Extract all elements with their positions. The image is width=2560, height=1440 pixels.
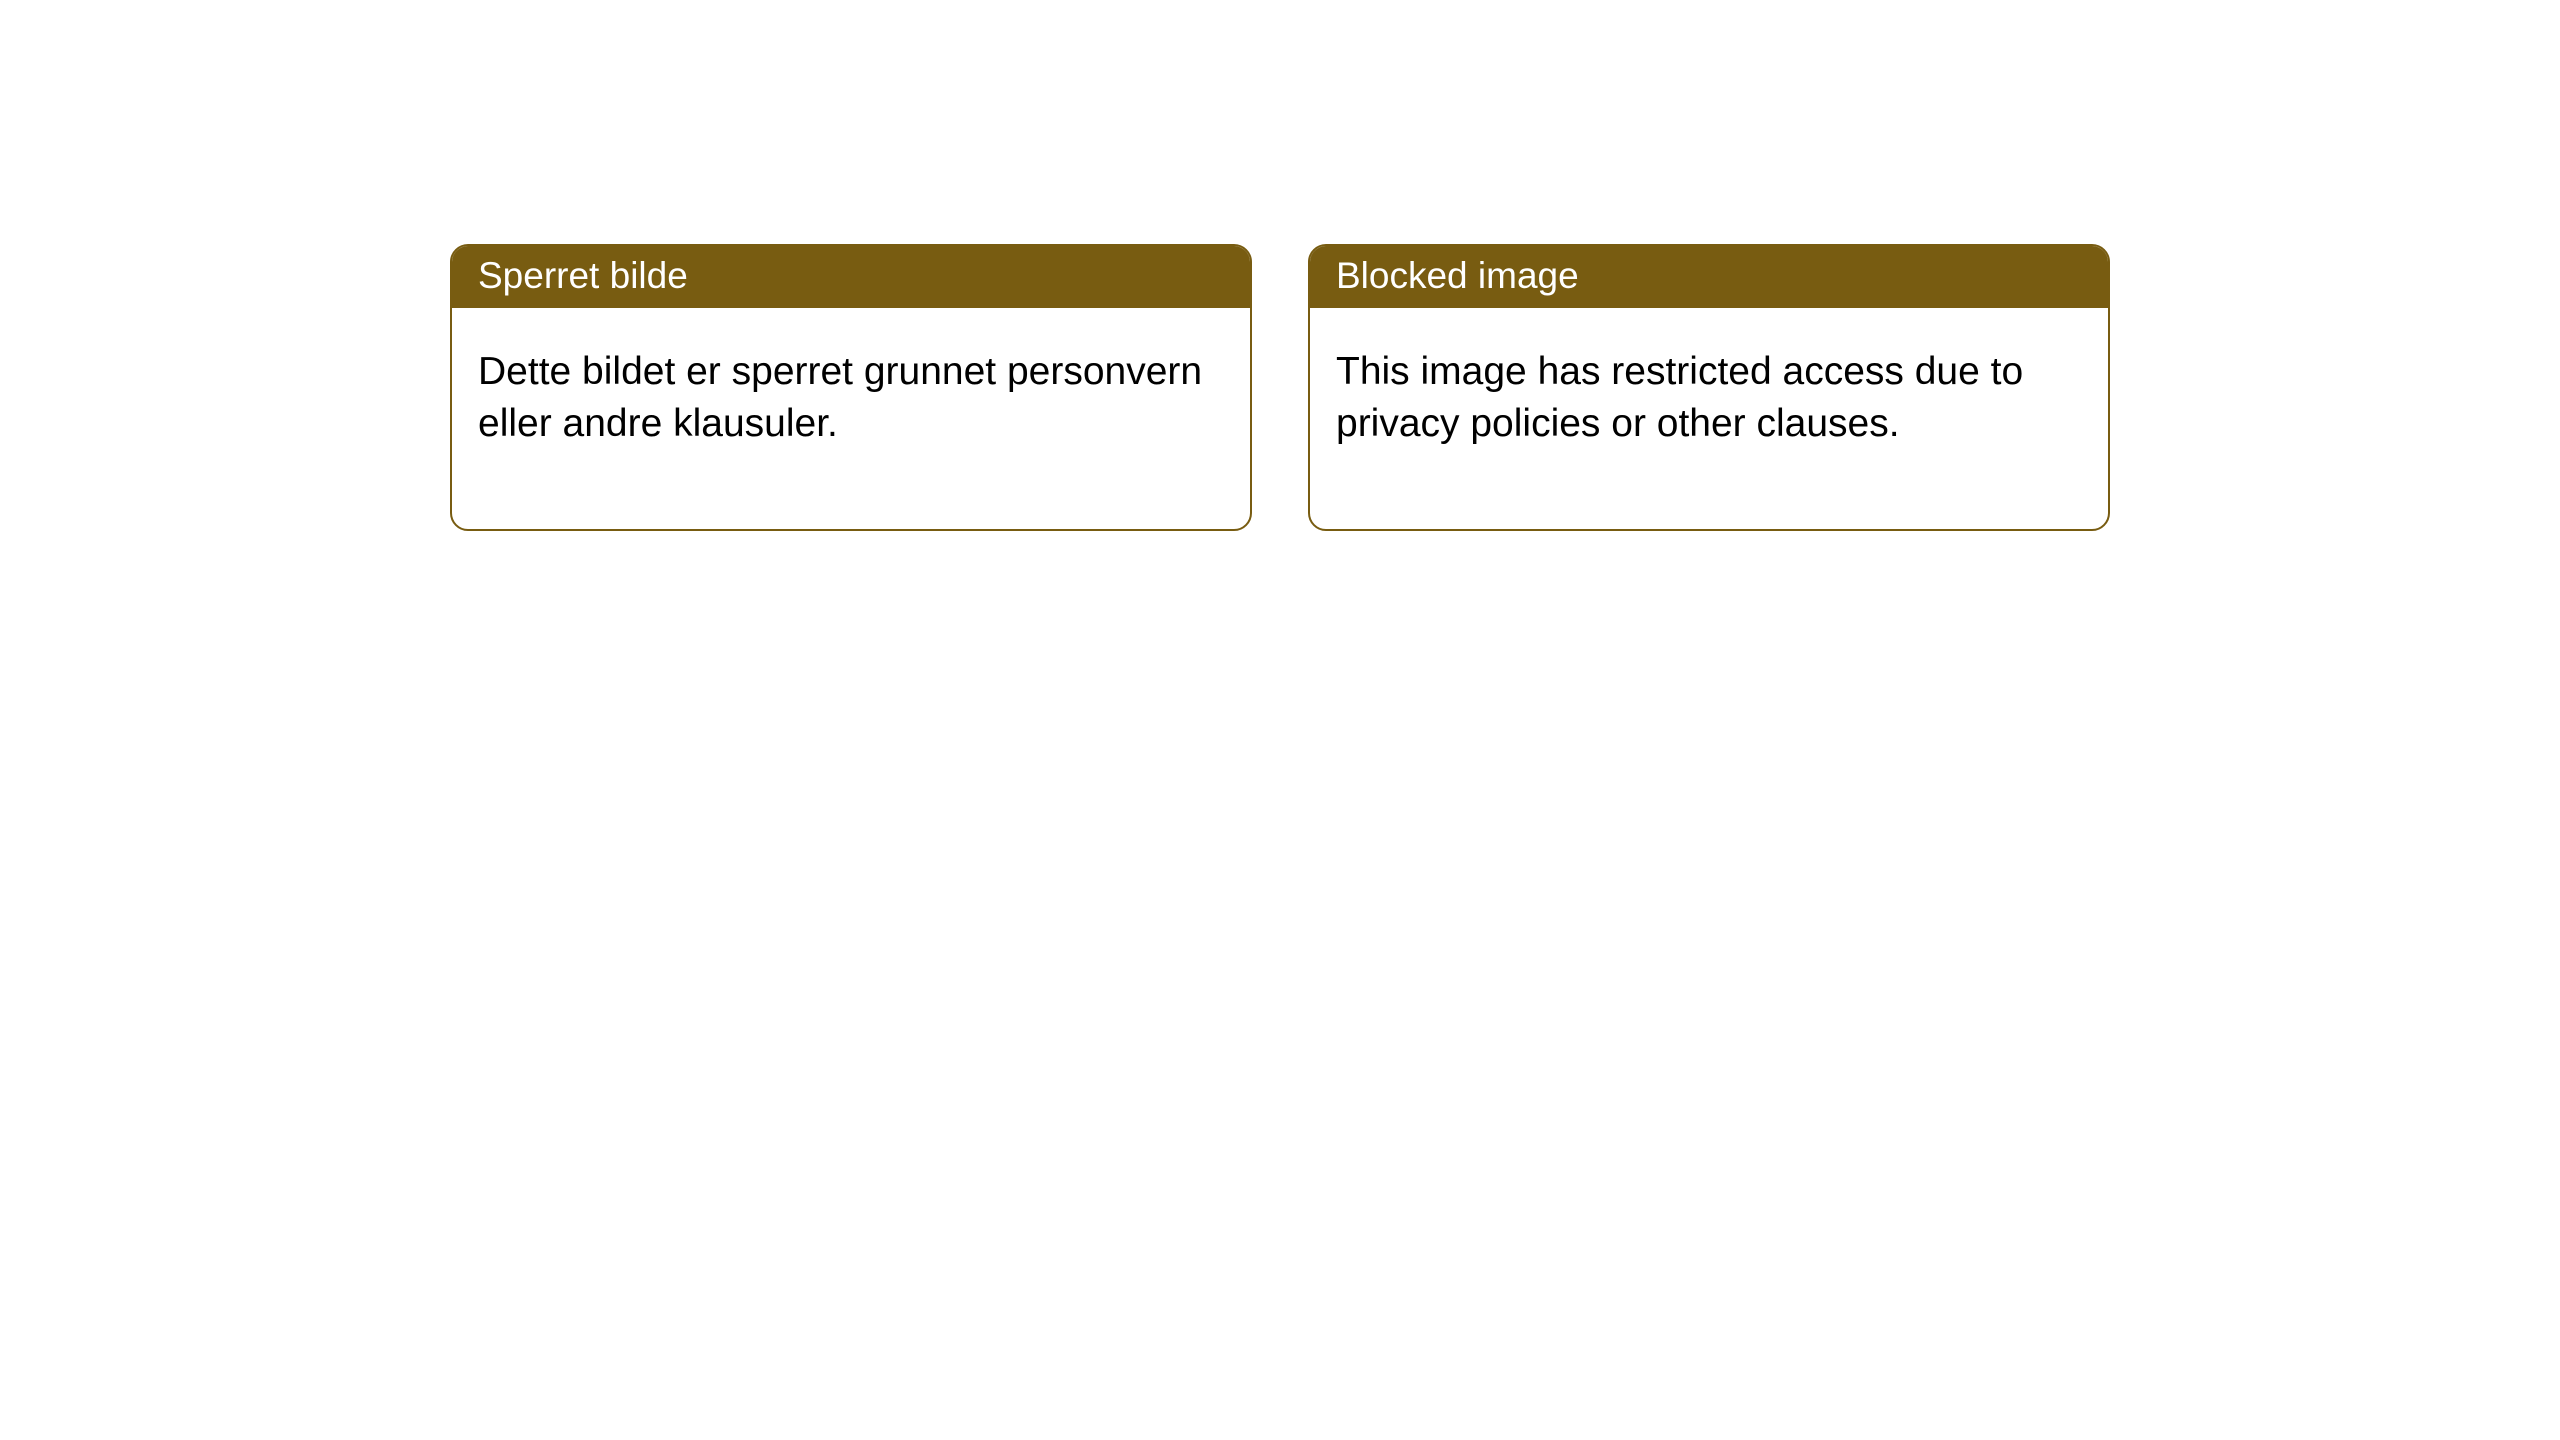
notice-body: Dette bildet er sperret grunnet personve… — [452, 308, 1250, 529]
notice-container: Sperret bilde Dette bildet er sperret gr… — [0, 0, 2560, 531]
notice-box-norwegian: Sperret bilde Dette bildet er sperret gr… — [450, 244, 1252, 531]
notice-body: This image has restricted access due to … — [1310, 308, 2108, 529]
notice-header: Blocked image — [1310, 246, 2108, 308]
notice-header: Sperret bilde — [452, 246, 1250, 308]
notice-box-english: Blocked image This image has restricted … — [1308, 244, 2110, 531]
